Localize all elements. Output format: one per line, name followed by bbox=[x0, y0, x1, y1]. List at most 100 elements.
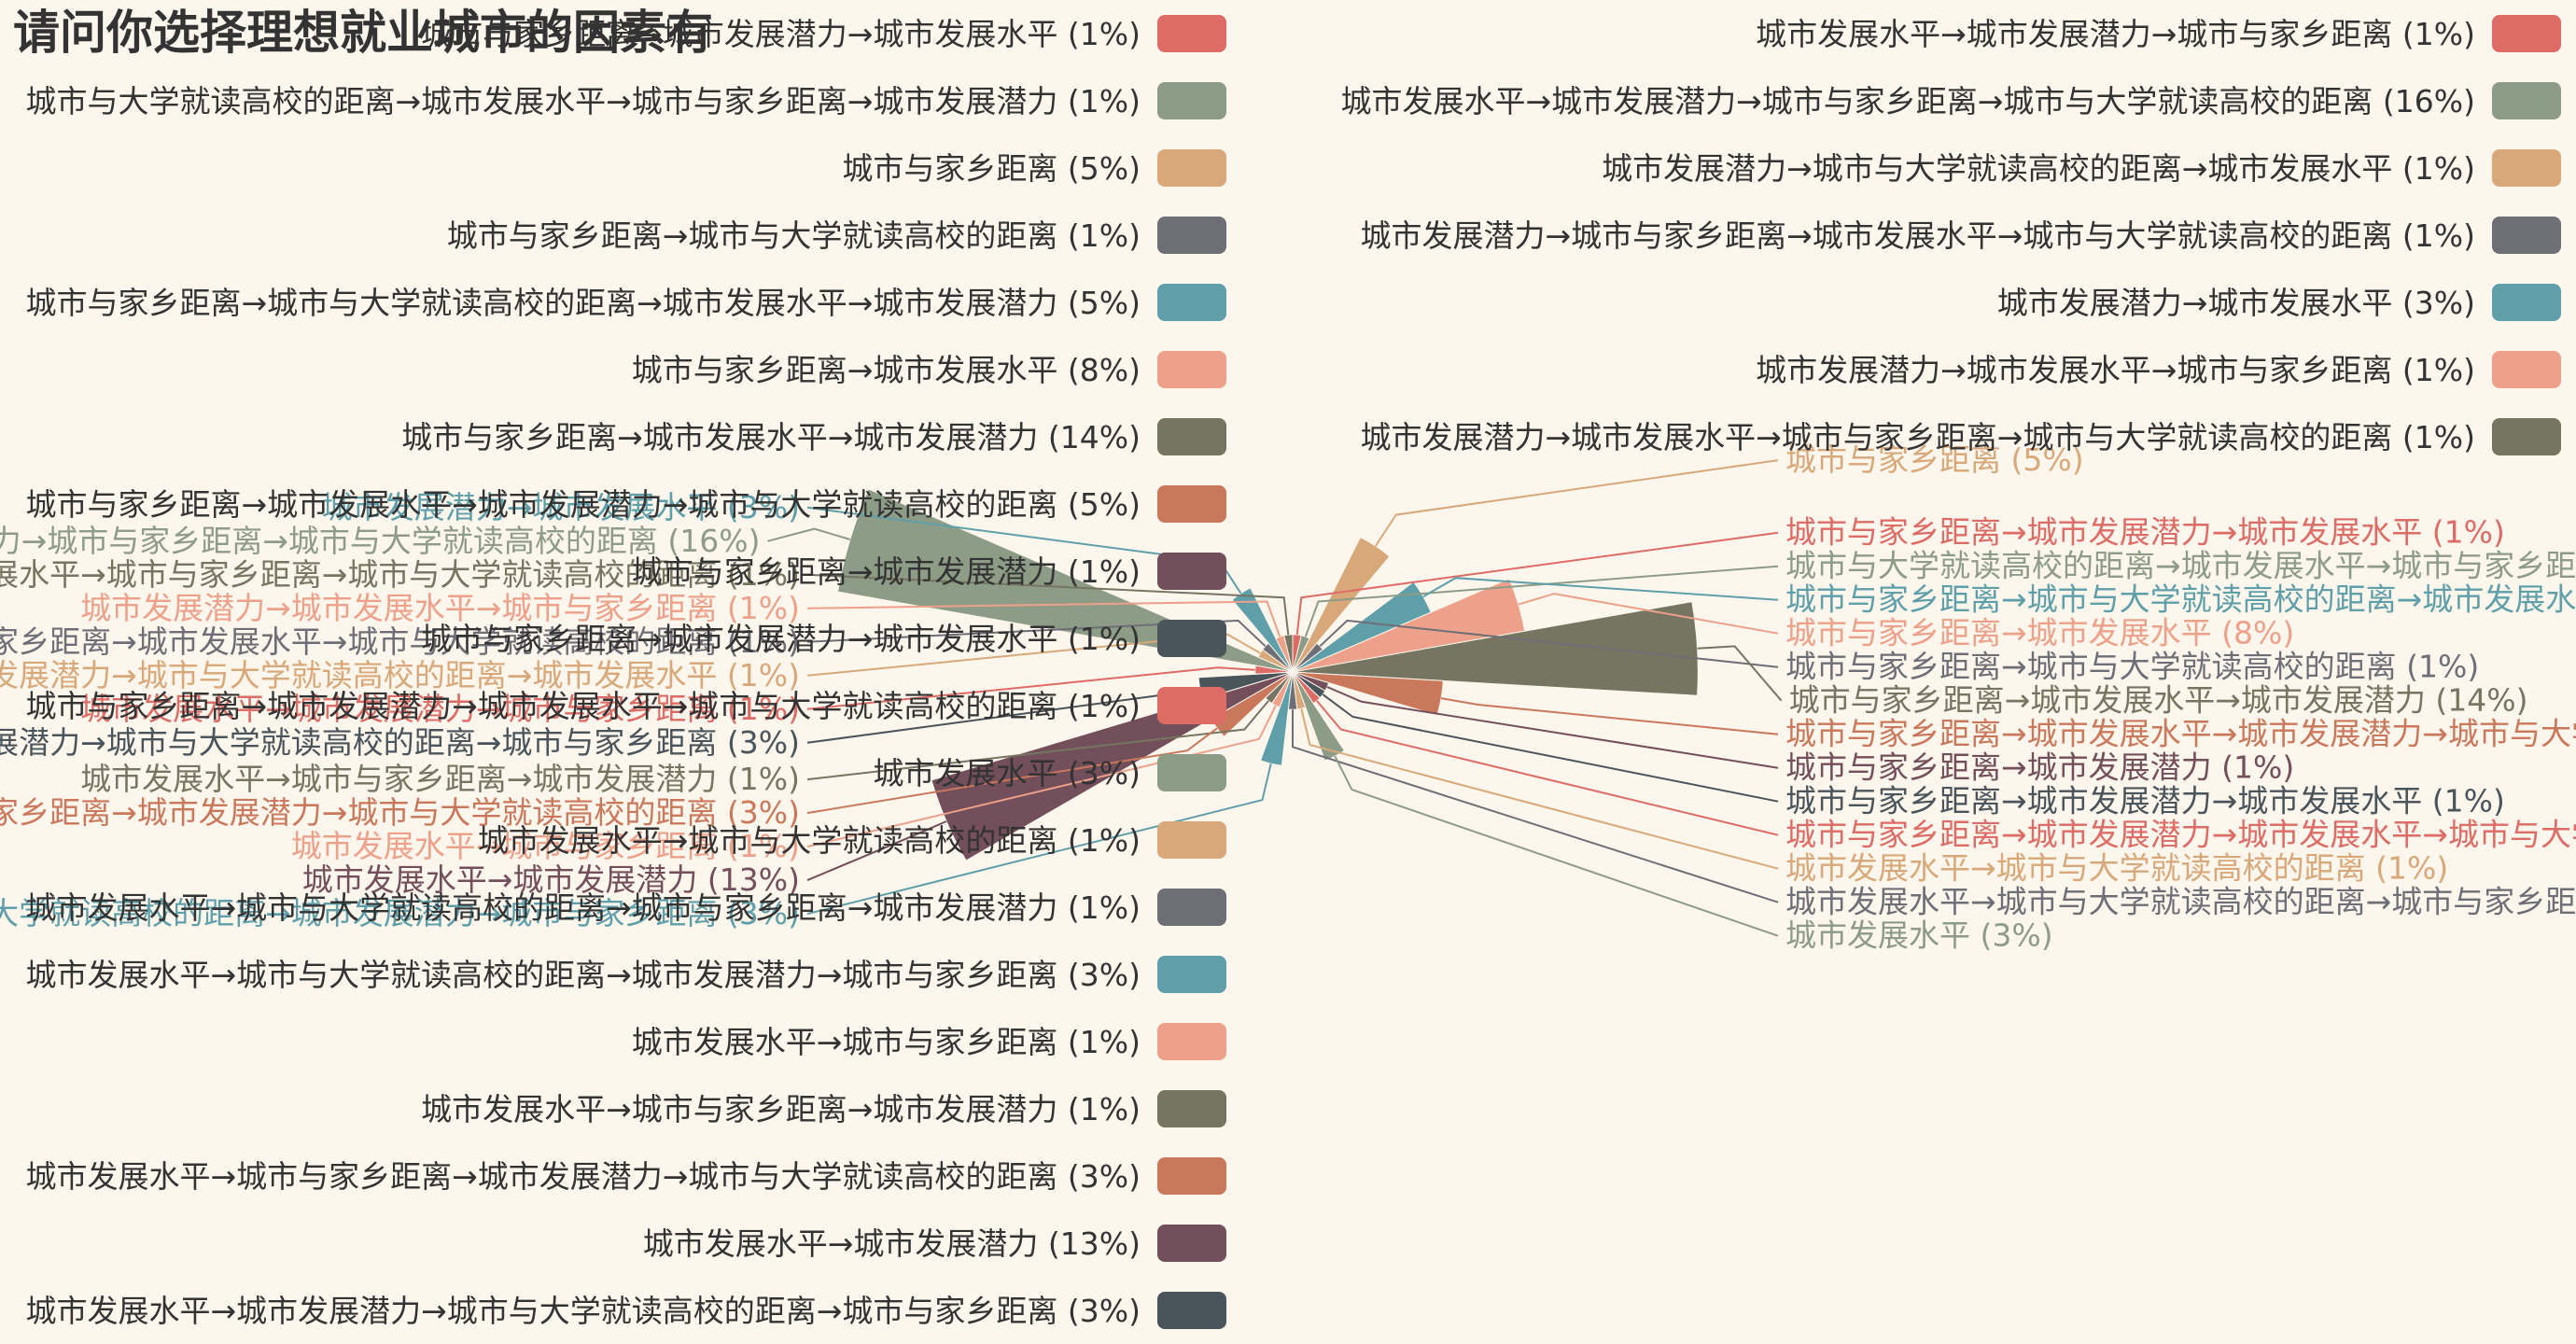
legend-item-label[interactable]: 城市与家乡距离→城市与大学就读高校的距离 (1%) bbox=[447, 217, 1141, 254]
legend-swatch[interactable] bbox=[1157, 284, 1226, 321]
legend-swatch[interactable] bbox=[1157, 821, 1226, 859]
label-leader-line bbox=[806, 820, 947, 882]
slice-label: 城市发展潜力→城市发展水平→城市与家乡距离 (1%) bbox=[80, 590, 800, 626]
legend-swatch[interactable] bbox=[1157, 1090, 1226, 1127]
legend-swatch[interactable] bbox=[2492, 82, 2561, 119]
legend-item-label[interactable]: 城市发展水平→城市与大学就读高校的距离 (1%) bbox=[478, 822, 1141, 859]
legend-item-label[interactable]: 城市发展水平 (3%) bbox=[873, 755, 1141, 791]
legend-swatch[interactable] bbox=[1157, 1157, 1226, 1195]
slice-label: 城市发展水平→城市与家乡距离→城市发展潜力 (1%) bbox=[80, 761, 800, 797]
legend-item-label[interactable]: 城市与家乡距离→城市发展水平→城市发展潜力 (14%) bbox=[401, 419, 1141, 455]
legend-item-label[interactable]: 城市与家乡距离→城市发展水平→城市发展潜力→城市与大学就读高校的距离 (5%) bbox=[25, 486, 1141, 523]
slice-label: 城市发展水平→城市发展潜力→城市与家乡距离→城市与大学就读高校的距离 (16%) bbox=[0, 523, 761, 559]
slice-label: 城市发展水平→城市与大学就读高校的距离 (1%) bbox=[1785, 850, 2448, 887]
legend-swatch[interactable] bbox=[1157, 351, 1226, 388]
slice-label: 城市发展水平→城市发展潜力 (13%) bbox=[302, 861, 800, 898]
legend-item-label[interactable]: 城市发展水平→城市与大学就读高校的距离→城市与家乡距离→城市发展潜力 (1%) bbox=[25, 889, 1141, 926]
legend-item-label[interactable]: 城市发展潜力→城市与家乡距离→城市发展水平→城市与大学就读高校的距离 (1%) bbox=[1360, 217, 2475, 254]
slice-label: 城市发展潜力→城市发展水平 (3%) bbox=[322, 489, 800, 525]
slice-label: 城市发展水平→城市与大学就读高校的距离→城市与家乡距离→城市发展潜力 (1%) bbox=[1785, 884, 2576, 920]
slice-label: 城市与大学就读高校的距离→城市发展水平→城市与家乡距离→城市发展潜力 (1%) bbox=[1785, 548, 2576, 584]
label-leader-line bbox=[1518, 593, 1779, 635]
legend-swatch[interactable] bbox=[2492, 418, 2561, 455]
label-leader-line bbox=[1295, 531, 1779, 636]
legend-swatch[interactable] bbox=[2492, 351, 2561, 388]
label-leader-line bbox=[806, 763, 1272, 916]
legend-item-label[interactable]: 城市发展水平→城市与大学就读高校的距离→城市发展潜力→城市与家乡距离 (3%) bbox=[25, 957, 1141, 993]
legend-item-label[interactable]: 城市与家乡距离→城市发展水平 (8%) bbox=[632, 352, 1141, 388]
legend-swatch[interactable] bbox=[1157, 620, 1226, 657]
legend-swatch[interactable] bbox=[1157, 15, 1226, 52]
legend-item-label[interactable]: 城市发展水平→城市发展潜力→城市与家乡距离→城市与大学就读高校的距离 (16%) bbox=[1340, 83, 2475, 119]
slice-label: 城市发展水平→城市与家乡距离 (1%) bbox=[291, 828, 800, 864]
label-leader-line bbox=[1374, 459, 1779, 547]
legend-layer: 城市与家乡距离→城市发展潜力→城市发展水平 (1%) 城市与大学就读高校的距离→城… bbox=[25, 15, 2561, 1329]
legend-swatch[interactable] bbox=[1157, 1023, 1226, 1060]
label-leader-line bbox=[1319, 619, 1779, 668]
label-leader-line bbox=[1334, 755, 1779, 937]
legend-swatch[interactable] bbox=[1157, 889, 1226, 926]
legend-item-label[interactable]: 城市发展水平→城市发展潜力→城市与家乡距离 (1%) bbox=[1756, 16, 2475, 52]
legend-item-label[interactable]: 城市发展水平→城市发展潜力 (13%) bbox=[643, 1225, 1141, 1262]
chart-title: 请问你选择理想就业城市的因素有 bbox=[13, 6, 713, 60]
label-leader-line bbox=[806, 633, 1261, 677]
legend-swatch[interactable] bbox=[2492, 149, 2561, 187]
legend-swatch[interactable] bbox=[2492, 284, 2561, 321]
label-leader-line bbox=[1697, 645, 1783, 702]
legend-item-label[interactable]: 城市与家乡距离→城市发展潜力→城市发展水平 (1%) bbox=[421, 621, 1141, 657]
label-leader-line bbox=[1316, 700, 1779, 836]
legend-item-label[interactable]: 城市与家乡距离 (5%) bbox=[842, 150, 1141, 187]
label-leader-line bbox=[1422, 577, 1779, 601]
label-leader-line bbox=[1326, 686, 1779, 769]
label-leader-line bbox=[806, 727, 1218, 815]
legend-item-label[interactable]: 城市发展水平→城市与家乡距离→城市发展潜力 (1%) bbox=[421, 1091, 1141, 1127]
label-leader-line bbox=[806, 666, 1255, 710]
legend-swatch[interactable] bbox=[1157, 553, 1226, 590]
label-leader-line bbox=[1292, 709, 1779, 903]
legend-swatch[interactable] bbox=[1157, 485, 1226, 523]
label-leader-line bbox=[1300, 707, 1779, 870]
legend-swatch[interactable] bbox=[1157, 1292, 1226, 1329]
legend-swatch[interactable] bbox=[1157, 217, 1226, 254]
label-leader-line bbox=[806, 700, 1269, 781]
legend-swatch[interactable] bbox=[1157, 149, 1226, 187]
legend-swatch[interactable] bbox=[1157, 687, 1226, 724]
slice-label: 城市与家乡距离→城市发展水平 (8%) bbox=[1785, 615, 2294, 651]
label-leader-line bbox=[806, 573, 1290, 636]
slice-label: 城市发展水平→城市与家乡距离→城市发展潜力→城市与大学就读高校的距离 (3%) bbox=[0, 794, 800, 831]
slice-label: 城市发展潜力→城市与大学就读高校的距离→城市发展水平 (1%) bbox=[0, 657, 800, 693]
legend-item-label[interactable]: 城市发展潜力→城市发展水平→城市与家乡距离→城市与大学就读高校的距离 (1%) bbox=[1360, 419, 2475, 455]
legend-item-label[interactable]: 城市发展水平→城市与家乡距离→城市发展潜力→城市与大学就读高校的距离 (3%) bbox=[25, 1158, 1141, 1195]
legend-swatch[interactable] bbox=[1157, 754, 1226, 791]
slice-label: 城市与家乡距离→城市发展潜力→城市发展水平 (1%) bbox=[1785, 514, 2505, 551]
legend-swatch[interactable] bbox=[2492, 217, 2561, 254]
legend-swatch[interactable] bbox=[1157, 956, 1226, 993]
slice-label: 城市发展水平→城市发展潜力→城市与家乡距离 (1%) bbox=[80, 691, 800, 727]
slice-label: 城市发展潜力→城市与家乡距离→城市发展水平→城市与大学就读高校的距离 (1%) bbox=[0, 623, 800, 660]
legend-swatch[interactable] bbox=[1157, 82, 1226, 119]
legend-item-label[interactable]: 城市与家乡距离→城市发展潜力→城市发展水平 (1%) bbox=[421, 16, 1141, 52]
slice-label: 城市与家乡距离→城市发展潜力→城市发展水平→城市与大学就读高校的距离 (1%) bbox=[1785, 817, 2576, 853]
label-leader-line bbox=[767, 527, 851, 542]
label-leader-line bbox=[806, 600, 1281, 637]
label-leader-line bbox=[1304, 565, 1779, 637]
legend-item-label[interactable]: 城市与家乡距离→城市发展潜力 (1%) bbox=[632, 553, 1141, 590]
legend-swatch[interactable] bbox=[1157, 418, 1226, 455]
slice-label: 城市与家乡距离→城市发展潜力 (1%) bbox=[1785, 749, 2294, 786]
slice-label: 城市与家乡距离 (5%) bbox=[1785, 441, 2084, 478]
legend-item-label[interactable]: 城市与大学就读高校的距离→城市发展水平→城市与家乡距离→城市发展潜力 (1%) bbox=[25, 83, 1141, 119]
slice-label: 城市发展水平→城市发展潜力→城市与大学就读高校的距离→城市与家乡距离 (3%) bbox=[0, 724, 800, 761]
legend-item-label[interactable]: 城市发展潜力→城市发展水平 (3%) bbox=[1997, 285, 2475, 321]
legend-swatch[interactable] bbox=[1157, 1225, 1226, 1262]
label-leader-line bbox=[1440, 697, 1779, 735]
legend-item-label[interactable]: 城市发展水平→城市发展潜力→城市与大学就读高校的距离→城市与家乡距离 (3%) bbox=[25, 1293, 1141, 1329]
legend-item-label[interactable]: 城市发展水平→城市与家乡距离 (1%) bbox=[632, 1024, 1141, 1060]
legend-swatch[interactable] bbox=[2492, 15, 2561, 52]
slice-label: 城市发展水平→城市与大学就读高校的距离→城市发展潜力→城市与家乡距离 (3%) bbox=[0, 895, 800, 931]
label-leader-line bbox=[1322, 693, 1779, 803]
legend-item-label[interactable]: 城市发展潜力→城市与大学就读高校的距离→城市发展水平 (1%) bbox=[1602, 150, 2475, 187]
legend-item-label[interactable]: 城市与家乡距离→城市与大学就读高校的距离→城市发展水平→城市发展潜力 (5%) bbox=[25, 285, 1141, 321]
legend-item-label[interactable]: 城市与家乡距离→城市发展潜力→城市发展水平→城市与大学就读高校的距离 (1%) bbox=[25, 688, 1141, 724]
legend-item-label[interactable]: 城市发展潜力→城市发展水平→城市与家乡距离 (1%) bbox=[1756, 352, 2475, 388]
